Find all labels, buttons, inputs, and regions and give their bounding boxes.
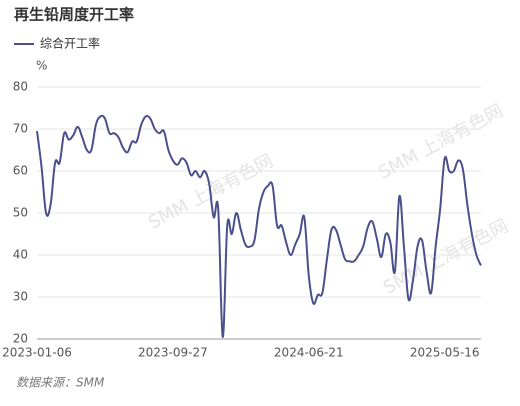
chart-title: 再生铅周度开工率	[14, 6, 134, 24]
data-line	[36, 114, 482, 338]
y-axis-label: %	[36, 59, 47, 73]
y-tick-label: 30	[13, 290, 28, 304]
x-tick-label: 2024-06-21	[274, 346, 344, 360]
watermark: SMM 上海有色网	[380, 215, 512, 298]
y-tick-label: 60	[13, 164, 28, 178]
y-tick-label: 70	[13, 122, 28, 136]
y-tick-label: 20	[13, 332, 28, 346]
source-note: 数据来源：SMM	[16, 376, 105, 390]
x-tick-label: 2023-01-06	[2, 346, 72, 360]
x-tick-label: 2025-05-16	[410, 346, 480, 360]
y-tick-label: 50	[13, 206, 28, 220]
y-tick-label: 40	[13, 248, 28, 262]
y-tick-label: 80	[13, 80, 28, 94]
legend-label: 综合开工率	[40, 36, 100, 51]
x-tick-label: 2023-09-27	[138, 346, 208, 360]
